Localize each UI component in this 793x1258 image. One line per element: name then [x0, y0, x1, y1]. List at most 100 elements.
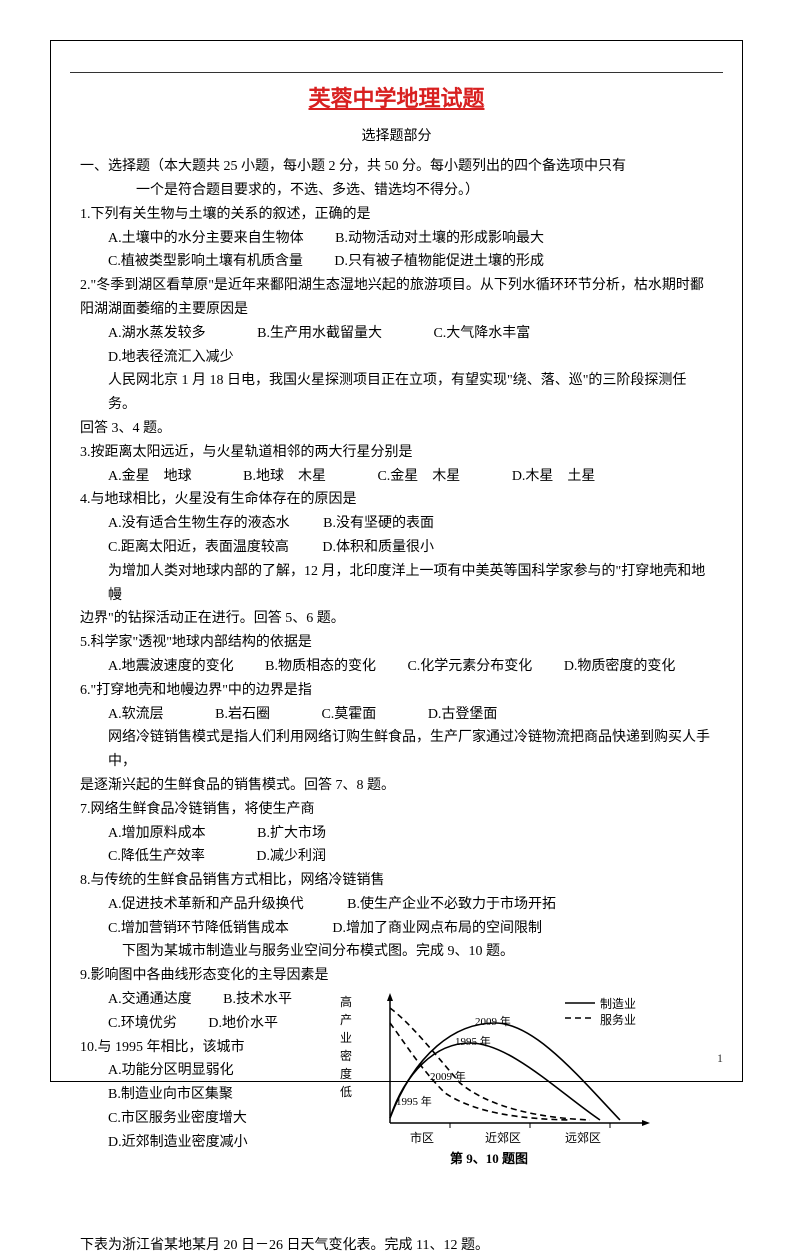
q9-10-left: A.交通通达度 B.技术水平 C.环境优劣 D.地价水平 10.与 1995 年… [80, 988, 330, 1155]
q10-opt-d-row: D.近郊制造业密度减小 [80, 1131, 330, 1155]
density-chart: 高 产 业 密 度 低 [340, 988, 670, 1198]
q10-opt-a-row: A.功能分区明显弱化 [80, 1059, 330, 1083]
q5-stem: 5.科学家"透视"地球内部结构的依据是 [80, 631, 713, 655]
y-char-3: 密 [340, 1047, 354, 1065]
content-area: 芙蓉中学地理试题 选择题部分 一、选择题（本大题共 25 小题，每小题 2 分，… [70, 60, 723, 1258]
q5-opt-b: B.物质相态的变化 [265, 655, 376, 679]
q8-opt-b: B.使生产企业不必致力于市场开拓 [347, 893, 556, 917]
q10-opt-c: C.市区服务业密度增大 [108, 1107, 247, 1131]
y-char-5: 低 [340, 1083, 354, 1101]
q4-opt-a: A.没有适合生物生存的液态水 [108, 512, 290, 536]
q6-opt-c: C.莫霍面 [321, 703, 376, 727]
q2-stem-l2: 阳湖湖面萎缩的主要原因是 [80, 298, 713, 322]
q7-opt-d: D.减少利润 [256, 845, 326, 869]
y-char-1: 产 [340, 1011, 354, 1029]
q3-opt-d: D.木星 土星 [512, 465, 596, 489]
q9-options-row1: A.交通通达度 B.技术水平 [80, 988, 330, 1012]
page-number: 1 [717, 1048, 723, 1068]
q2-opt-c: C.大气降水丰富 [433, 322, 530, 346]
q6-stem: 6."打穿地壳和地幔边界"中的边界是指 [80, 679, 713, 703]
label-2009a: 2009 年 [475, 1013, 511, 1032]
page: 芙蓉中学地理试题 选择题部分 一、选择题（本大题共 25 小题，每小题 2 分，… [0, 0, 793, 1122]
label-1995a: 1995 年 [455, 1033, 491, 1052]
context-56-l2: 边界"的钻探活动正在进行。回答 5、6 题。 [80, 607, 713, 631]
q2-opt-a: A.湖水蒸发较多 [108, 322, 206, 346]
q5-options: A.地震波速度的变化 B.物质相态的变化 C.化学元素分布变化 D.物质密度的变… [80, 655, 713, 679]
q10-opt-c-row: C.市区服务业密度增大 [80, 1107, 330, 1131]
q7-opt-a: A.增加原料成本 [108, 822, 206, 846]
q7-options-row1: A.增加原料成本 B.扩大市场 [80, 822, 713, 846]
exam-title: 芙蓉中学地理试题 [80, 80, 713, 117]
label-1995b: 1995 年 [396, 1093, 432, 1112]
q4-opt-c: C.距离太阳近，表面温度较高 [108, 536, 289, 560]
q9-10-row: A.交通通达度 B.技术水平 C.环境优劣 D.地价水平 10.与 1995 年… [80, 988, 713, 1198]
q8-options-row1: A.促进技术革新和产品升级换代 B.使生产企业不必致力于市场开拓 [80, 893, 713, 917]
bottom-context: 下表为浙江省某地某月 20 日－26 日天气变化表。完成 11、12 题。 [80, 1234, 713, 1258]
q6-opt-d: D.古登堡面 [428, 703, 498, 727]
q1-opt-c: C.植被类型影响土壤有机质含量 [108, 250, 303, 274]
q2-opt-d: D.地表径流汇入减少 [108, 346, 234, 370]
q6-opt-b: B.岩石圈 [215, 703, 270, 727]
q7-stem: 7.网络生鲜食品冷链销售，将使生产商 [80, 798, 713, 822]
q10-opt-b-row: B.制造业向市区集聚 [80, 1083, 330, 1107]
context-34-l1: 人民网北京 1 月 18 日电，我国火星探测项目正在立项，有望实现"绕、落、巡"… [80, 369, 713, 417]
q4-stem: 4.与地球相比，火星没有生命体存在的原因是 [80, 488, 713, 512]
q3-opt-c: C.金星 木星 [377, 465, 460, 489]
instructions-line-2: 一个是符合题目要求的，不选、多选、错选均不得分。） [80, 179, 713, 203]
y-char-4: 度 [340, 1065, 354, 1083]
x-label-0: 市区 [410, 1128, 434, 1148]
q7-opt-c: C.降低生产效率 [108, 845, 205, 869]
q10-stem: 10.与 1995 年相比，该城市 [80, 1036, 330, 1060]
x-label-1: 近郊区 [485, 1128, 521, 1148]
x-axis-arrow [642, 1120, 650, 1126]
q1-opt-b: B.动物活动对土壤的形成影响最大 [335, 227, 544, 251]
context-78-l1: 网络冷链销售模式是指人们利用网络订购生鲜食品，生产厂家通过冷链物流把商品快递到购… [80, 726, 713, 774]
q2-opt-b: B.生产用水截留量大 [257, 322, 382, 346]
y-char-0: 高 [340, 993, 354, 1011]
chart-y-label: 高 产 业 密 度 低 [340, 993, 354, 1101]
q10-opt-b: B.制造业向市区集聚 [108, 1083, 233, 1107]
q9-opt-a: A.交通通达度 [108, 988, 192, 1012]
q8-stem: 8.与传统的生鲜食品销售方式相比，网络冷链销售 [80, 869, 713, 893]
q1-options-row2: C.植被类型影响土壤有机质含量 D.只有被子植物能促进土壤的形成 [80, 250, 713, 274]
q1-stem: 1.下列有关生物与土壤的关系的叙述，正确的是 [80, 203, 713, 227]
q8-opt-d: D.增加了商业网点布局的空间限制 [332, 917, 542, 941]
x-label-2: 远郊区 [565, 1128, 601, 1148]
q3-options: A.金星 地球 B.地球 木星 C.金星 木星 D.木星 土星 [80, 465, 713, 489]
q2-options: A.湖水蒸发较多 B.生产用水截留量大 C.大气降水丰富 D.地表径流汇入减少 [80, 322, 713, 370]
q6-options: A.软流层 B.岩石圈 C.莫霍面 D.古登堡面 [80, 703, 713, 727]
q8-options-row2: C.增加营销环节降低销售成本 D.增加了商业网点布局的空间限制 [80, 917, 713, 941]
q4-opt-b: B.没有坚硬的表面 [323, 512, 434, 536]
q9-opt-b: B.技术水平 [223, 988, 292, 1012]
context-78-l2: 是逐渐兴起的生鲜食品的销售模式。回答 7、8 题。 [80, 774, 713, 798]
y-axis-arrow [387, 993, 393, 1001]
q10-opt-a: A.功能分区明显弱化 [108, 1059, 234, 1083]
q9-opt-c: C.环境优劣 [108, 1012, 177, 1036]
context-34-l2: 回答 3、4 题。 [80, 417, 713, 441]
q4-options-row1: A.没有适合生物生存的液态水 B.没有坚硬的表面 [80, 512, 713, 536]
chart-column: 高 产 业 密 度 低 [330, 988, 713, 1198]
legend-dashed-label: 服务业 [600, 1010, 636, 1030]
context-56-l1: 为增加人类对地球内部的了解，12 月，北印度洋上一项有中美英等国科学家参与的"打… [80, 560, 713, 608]
q5-opt-d: D.物质密度的变化 [564, 655, 676, 679]
q1-opt-a: A.土壤中的水分主要来自生物体 [108, 227, 304, 251]
q4-options-row2: C.距离太阳近，表面温度较高 D.体积和质量很小 [80, 536, 713, 560]
context-910: 下图为某城市制造业与服务业空间分布模式图。完成 9、10 题。 [80, 940, 713, 964]
q5-opt-a: A.地震波速度的变化 [108, 655, 234, 679]
q10-opt-d: D.近郊制造业密度减小 [108, 1131, 248, 1155]
section-subtitle: 选择题部分 [80, 125, 713, 149]
q3-stem: 3.按距离太阳远近，与火星轨道相邻的两大行星分别是 [80, 441, 713, 465]
label-2009b: 2009 年 [430, 1068, 466, 1087]
q6-opt-a: A.软流层 [108, 703, 164, 727]
q8-opt-c: C.增加营销环节降低销售成本 [108, 917, 289, 941]
chart-caption: 第 9、10 题图 [450, 1148, 528, 1170]
q9-stem: 9.影响图中各曲线形态变化的主导因素是 [80, 964, 713, 988]
q3-opt-b: B.地球 木星 [243, 465, 326, 489]
q1-options-row1: A.土壤中的水分主要来自生物体 B.动物活动对土壤的形成影响最大 [80, 227, 713, 251]
q9-opt-d: D.地价水平 [208, 1012, 278, 1036]
instructions-line-1: 一、选择题（本大题共 25 小题，每小题 2 分，共 50 分。每小题列出的四个… [80, 155, 713, 179]
q4-opt-d: D.体积和质量很小 [322, 536, 434, 560]
q7-options-row2: C.降低生产效率 D.减少利润 [80, 845, 713, 869]
q8-opt-a: A.促进技术革新和产品升级换代 [108, 893, 304, 917]
q9-options-row2: C.环境优劣 D.地价水平 [80, 1012, 330, 1036]
